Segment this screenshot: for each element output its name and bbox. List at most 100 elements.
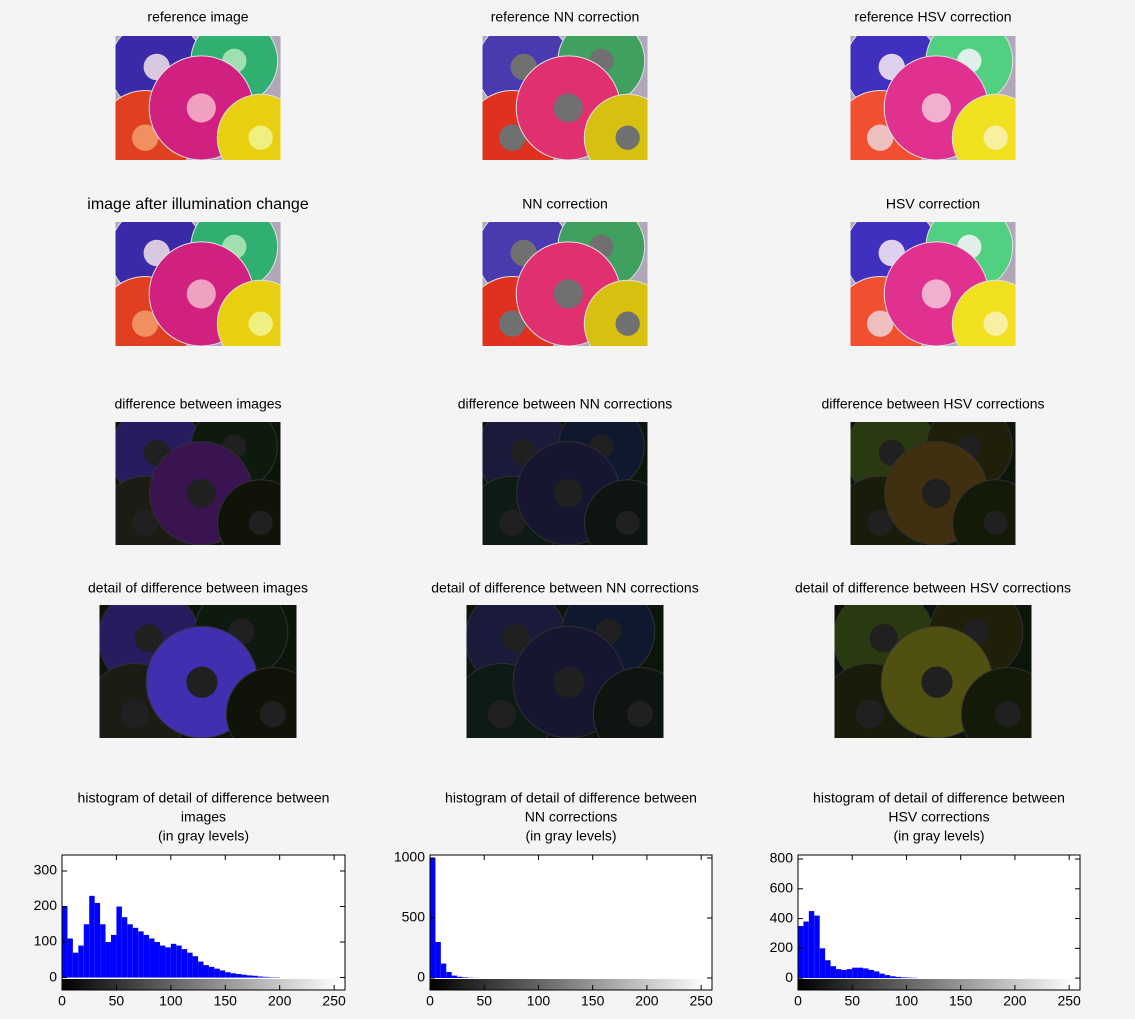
disc-hub [187,479,216,508]
bar [452,976,457,978]
y-tick-label: 200 [34,897,58,913]
disc-hub [249,511,273,535]
x-tick-label: 100 [159,993,183,1009]
colorbar [430,979,707,990]
x-tick-label: 150 [214,993,238,1009]
bar [214,969,219,978]
bar [144,935,149,978]
chart-title: NN corrections [525,809,618,825]
image [84,585,319,765]
image-content [98,17,304,184]
bar [446,972,451,978]
image-content [98,203,304,370]
chart-title: images [181,809,226,825]
bar [127,924,132,977]
bar [171,944,176,978]
panel-title: reference NN correction [491,9,640,25]
bar [890,976,895,978]
bar [858,968,863,978]
y-tick-label: 600 [770,879,794,895]
image-content [833,404,1038,570]
chart-title: (in gray levels) [525,828,616,844]
y-tick-label: 800 [770,850,794,866]
chart-title: (in gray levels) [893,828,984,844]
disc-hub [856,700,884,728]
bar [879,974,884,978]
image [98,17,304,184]
bar [111,935,116,978]
bar [457,977,462,978]
disc-hub [121,700,149,728]
bar [182,949,187,977]
disc-hub [922,479,951,508]
image-content [84,585,319,765]
bar [138,931,143,977]
panel-title: detail of difference between HSV correct… [795,580,1071,596]
bar [441,964,446,978]
x-tick-label: 200 [268,993,292,1009]
y-tick-label: 0 [785,969,793,985]
bar [231,973,236,977]
panel-title: difference between NN corrections [458,396,673,412]
image [819,585,1054,765]
chart-title: (in gray levels) [158,828,249,844]
disc-hub [186,666,217,697]
bar [803,922,808,979]
disc-hub [627,701,653,727]
y-tick-label: 500 [402,909,426,925]
bar [825,960,830,978]
disc-hub [554,479,583,508]
bar [831,966,836,978]
x-tick-label: 50 [109,993,125,1009]
image-content [465,17,671,184]
x-tick-label: 50 [476,993,492,1009]
image [98,203,304,370]
bar [187,953,192,978]
disc-hub [984,312,1008,336]
colorbar [62,979,340,990]
image [833,404,1038,570]
image [98,404,303,570]
image-content [451,585,686,765]
x-tick-label: 150 [581,993,605,1009]
disc-hub [921,666,952,697]
bar [122,917,127,977]
chart-title: HSV corrections [888,809,989,825]
panel-title: detail of difference between NN correcti… [431,580,698,596]
bar [798,926,803,978]
bar [863,968,868,978]
bar [204,965,209,977]
bar [100,924,105,977]
image [465,404,670,570]
y-tick-label: 0 [49,968,57,984]
bar [209,967,214,978]
image [465,203,671,370]
image [833,203,1039,370]
image-content [98,404,303,570]
x-tick-label: 250 [689,993,713,1009]
image-content [833,17,1039,184]
bar [258,977,263,978]
panel-title: image after illumination change [87,196,309,213]
bar [820,948,825,978]
bar [116,907,121,978]
x-tick-label: 100 [527,993,551,1009]
y-tick-label: 400 [770,909,794,925]
panel-title: NN correction [522,196,608,212]
x-tick-label: 0 [58,993,66,1009]
x-tick-label: 200 [1003,993,1027,1009]
y-tick-label: 300 [34,862,58,878]
bar [435,942,440,978]
bar [225,972,230,977]
x-tick-label: 250 [1057,993,1081,1009]
disc-hub [554,93,583,122]
disc-hub [187,279,216,308]
chart-title: histogram of detail of difference betwee… [78,790,330,806]
bar [885,975,890,978]
image-content [819,585,1054,765]
colorbar [798,979,1075,990]
y-tick-label: 200 [770,939,794,955]
bar [869,970,874,978]
plot-area [430,855,712,990]
x-tick-label: 100 [895,993,919,1009]
